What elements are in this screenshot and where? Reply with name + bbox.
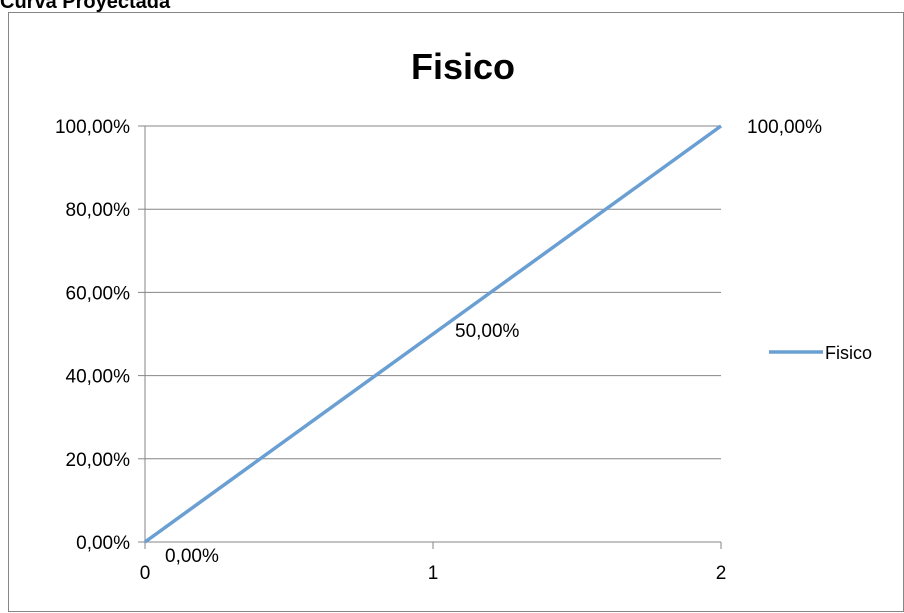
legend: Fisico [769,343,872,363]
series-line-fisico [143,124,723,544]
sheet-header: Curva Proyectada [0,0,171,13]
data-label: 50,00% [455,321,520,342]
data-labels: 0,00% 50,00% 100,00% [165,117,822,567]
data-label: 100,00% [747,117,822,138]
y-tick-label: 20,00% [66,450,131,471]
chart-title: Fisico [411,46,515,87]
chart-frame: Fisico 0,00% 20,00% 40,00% 60,00% 80,00% 100,… [8,12,904,612]
x-tick-label: 1 [428,563,439,584]
y-tick-label: 0,00% [76,533,130,554]
y-tick-label: 100,00% [55,117,130,138]
x-tick-label: 0 [140,563,151,584]
x-tick-labels: 0 1 2 [140,563,727,584]
y-tick-label: 80,00% [66,200,131,221]
y-tick-label: 40,00% [66,367,131,388]
legend-label-fisico: Fisico [825,343,872,363]
gridlines [145,125,721,460]
chart: Fisico 0,00%20,00%40,00%60,00%80,00%100,… [55,46,872,584]
y-tick-labels: 0,00% 20,00% 40,00% 60,00% 80,00% 100,00% [55,117,130,554]
x-tick-label: 2 [716,563,727,584]
axes [138,125,722,549]
series-layer [143,124,723,544]
y-tick-label: 60,00% [66,283,131,304]
data-label: 0,00% [165,546,219,567]
